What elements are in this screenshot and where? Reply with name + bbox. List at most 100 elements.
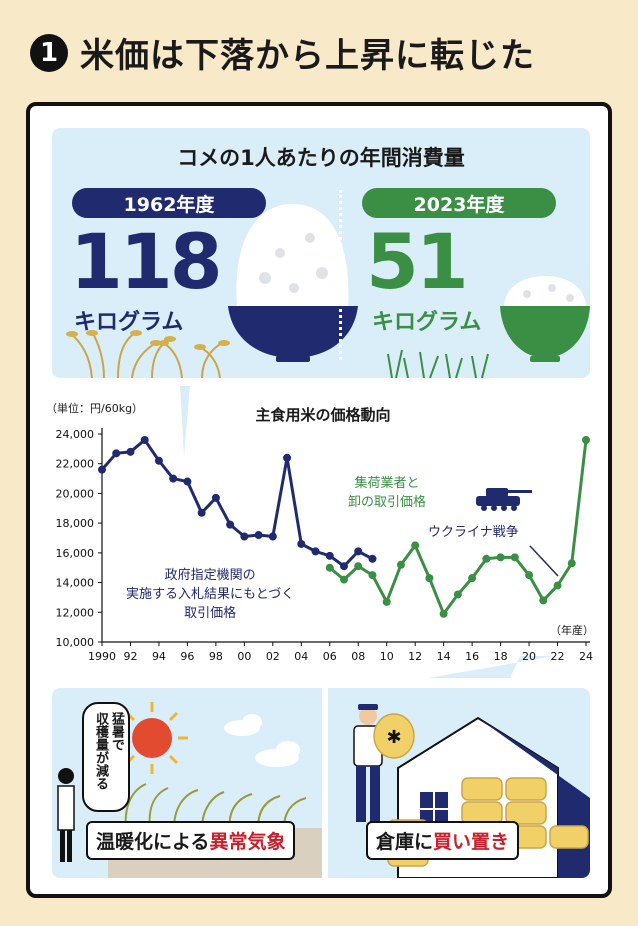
worker-carrying-sack-icon: ✱ — [353, 704, 415, 822]
label-red-text: 買い置き — [433, 831, 510, 853]
small-rice-bowl-icon — [500, 276, 590, 362]
sun-icon — [116, 702, 188, 774]
x-tick-label: 02 — [266, 650, 280, 663]
year-1962-pill: 1962年度 — [72, 188, 266, 218]
data-point — [368, 571, 377, 580]
x-tick-label: 10 — [380, 650, 394, 663]
data-point — [340, 575, 348, 584]
data-point — [254, 531, 263, 540]
x-tick-label: 16 — [465, 650, 479, 663]
year-2023-pill: 2023年度 — [362, 188, 556, 218]
x-tick-label: 06 — [323, 650, 337, 663]
headline-title: 米価は下落から上昇に転じた — [80, 36, 535, 76]
data-point — [340, 562, 348, 571]
data-point — [325, 563, 334, 572]
y-tick-label: 20,000 — [56, 487, 95, 500]
label-plain-text: 温暖化による — [96, 831, 210, 853]
data-point — [169, 474, 178, 483]
abnormal-weather-label: 温暖化による異常気象 — [86, 821, 296, 860]
price-chart-svg: 10,000 12,000 14,000 16,000 18,000 20,000 22,0… — [56, 386, 593, 678]
data-point — [382, 597, 391, 606]
bottom-illustrations: 猛暑で 収穫量が減る 温暖化による異常気象 — [52, 688, 590, 878]
x-tick-label: 96 — [180, 650, 194, 663]
x-tick-label: 18 — [494, 650, 508, 663]
label-plain-text: 倉庫に — [376, 831, 434, 853]
data-point — [283, 453, 292, 462]
data-point — [98, 465, 106, 474]
chart-x-unit: （年産） — [550, 624, 594, 637]
green-annotation-line: 卸の取引価格 — [348, 495, 427, 510]
x-tick-label: 24 — [579, 650, 593, 663]
data-point — [525, 571, 534, 580]
data-point — [126, 447, 135, 456]
x-tick-label: 00 — [237, 650, 251, 663]
headline: 1 米価は下落から上昇に転じた — [30, 28, 535, 77]
data-point — [154, 456, 163, 465]
infographic-card: コメの1人あたりの年間消費量 1962年度 2023年度 118 51 キログラ… — [26, 102, 612, 898]
y-tick-label: 16,000 — [56, 547, 95, 560]
consumption-1962-unit: キログラム — [74, 310, 184, 335]
consumption-1962-value: 118 — [70, 217, 223, 306]
navy-series-annotation: 政府指定機関の 実施する入札結果にもとづく 取引価格 — [126, 566, 295, 623]
x-tick-label: 94 — [152, 650, 166, 663]
svg-text:✱: ✱ — [386, 727, 401, 748]
x-tick-label: 92 — [123, 650, 137, 663]
data-point — [240, 532, 249, 541]
consumption-panel: コメの1人あたりの年間消費量 1962年度 2023年度 118 51 キログラ… — [52, 128, 590, 378]
x-tick-label: 12 — [408, 650, 422, 663]
data-point — [567, 559, 576, 568]
data-point — [354, 562, 363, 571]
stockpile-panel: ✱ 倉庫に買い置き — [328, 688, 590, 878]
data-point — [297, 539, 306, 548]
x-tick-label: 04 — [294, 650, 308, 663]
y-tick-label: 18,000 — [56, 517, 95, 530]
navy-annotation-line: 政府指定機関の — [164, 568, 256, 583]
ukraine-war-annotation: ウクライナ戦争 — [428, 523, 519, 542]
x-tick-label: 98 — [209, 650, 223, 663]
series-line-government-bid — [100, 438, 374, 568]
data-point — [140, 435, 149, 444]
rice-grain-heads-icon — [66, 330, 230, 350]
callout-pointer-1962 — [180, 386, 190, 456]
big-rice-bowl-icon — [228, 203, 358, 362]
data-point — [396, 560, 405, 569]
green-annotation-line: 集荷業者と — [354, 476, 420, 491]
data-point — [411, 541, 420, 550]
data-point — [311, 547, 320, 556]
data-point — [439, 609, 448, 618]
ukraine-leader-line — [529, 545, 559, 577]
speech-bubble: 猛暑で 収穫量が減る — [82, 702, 130, 812]
grass-right-icon — [387, 349, 489, 378]
data-point — [368, 554, 377, 563]
heat-panel: 猛暑で 収穫量が減る 温暖化による異常気象 — [52, 688, 322, 878]
data-point — [553, 581, 562, 590]
dotted-divider — [339, 190, 342, 360]
data-point — [354, 547, 363, 556]
data-point — [325, 551, 334, 560]
y-tick-label: 22,000 — [56, 458, 95, 471]
data-point — [453, 590, 462, 599]
y-tick-label: 14,000 — [56, 577, 95, 590]
x-tick-label: 1990 — [88, 650, 116, 663]
green-series-annotation: 集荷業者と 卸の取引価格 — [348, 474, 427, 512]
rice-plants-left-icon — [69, 331, 225, 378]
y-tick-label: 12,000 — [56, 606, 95, 619]
x-tick-label: 22 — [551, 650, 565, 663]
consumption-2023-unit: キログラム — [372, 310, 482, 335]
data-point — [468, 574, 477, 583]
data-point — [268, 532, 277, 541]
data-point — [510, 553, 519, 562]
chart-title: 主食用米の価格動向 — [255, 406, 391, 424]
data-point — [183, 477, 192, 486]
x-tick-label: 14 — [437, 650, 451, 663]
data-point — [482, 554, 491, 563]
data-point — [197, 508, 206, 517]
callout-pointer-2023 — [428, 656, 555, 678]
data-point — [496, 553, 505, 562]
rice-bowls-illustration — [66, 203, 590, 378]
label-red-text: 異常気象 — [209, 831, 286, 853]
cloud-icon — [224, 714, 300, 767]
tank-icon — [476, 488, 532, 511]
consumption-2023-value: 51 — [366, 217, 469, 306]
data-point — [539, 596, 548, 605]
